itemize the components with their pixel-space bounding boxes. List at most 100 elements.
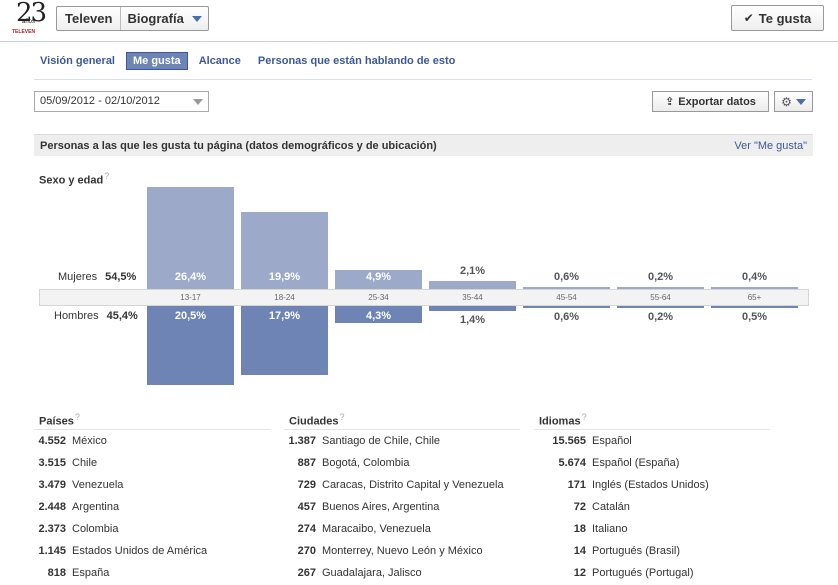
list-item[interactable]: 12 Portugués (Portugal) bbox=[534, 562, 770, 584]
view-likes-link[interactable]: Ver "Me gusta" bbox=[734, 139, 807, 152]
insights-tabs: Visión general Me gusta Alcance Personas… bbox=[34, 52, 466, 70]
list-item[interactable]: 171 Inglés (Estados Unidos) bbox=[534, 474, 770, 496]
section-title: Personas a las que les gusta tu página (… bbox=[40, 139, 437, 152]
tab-personas-hablando[interactable]: Personas que están hablando de esto bbox=[257, 55, 456, 67]
male-legend: Hombres 45,4% bbox=[54, 310, 138, 322]
settings-menu-button[interactable]: ⚙ bbox=[774, 91, 813, 112]
logo-number: 23 bbox=[16, 0, 47, 28]
list-item[interactable]: 14 Portugués (Brasil) bbox=[534, 540, 770, 562]
section-menu[interactable]: Biografía bbox=[121, 7, 207, 30]
list-item-name: Español bbox=[592, 435, 632, 447]
section-menu-label: Biografía bbox=[127, 11, 184, 26]
list-item[interactable]: 15.565 Español bbox=[534, 430, 770, 452]
page-logo[interactable]: 23 años TELEVEN bbox=[12, 0, 48, 37]
age-tick-label: 13-17 bbox=[180, 293, 201, 302]
age-axis-band bbox=[39, 289, 809, 306]
female-legend: Mujeres 54,5% bbox=[58, 271, 136, 283]
list-item-count: 818 bbox=[47, 567, 66, 579]
list-item[interactable]: 274 Maracaibo, Venezuela bbox=[284, 518, 520, 540]
male-total: 45,4% bbox=[106, 310, 138, 322]
page-selector[interactable]: Televen Biografía bbox=[56, 6, 209, 31]
list-item[interactable]: 457 Buenos Aires, Argentina bbox=[284, 496, 520, 518]
female-total: 54,5% bbox=[105, 271, 137, 283]
tabs-divider bbox=[34, 79, 812, 80]
male-label: Hombres bbox=[54, 310, 99, 322]
logo-sub: años bbox=[22, 19, 36, 25]
help-icon[interactable]: ? bbox=[104, 171, 110, 181]
male-bar bbox=[241, 306, 328, 375]
list-item-count: 18 bbox=[573, 523, 586, 535]
list-item-name: Caracas, Distrito Capital y Venezuela bbox=[322, 479, 504, 491]
list-item-name: Maracaibo, Venezuela bbox=[322, 523, 431, 535]
help-icon[interactable]: ? bbox=[339, 412, 345, 422]
list-item[interactable]: 72 Catalán bbox=[534, 496, 770, 518]
list-item[interactable]: 818 España bbox=[34, 562, 270, 584]
female-bar bbox=[241, 212, 328, 289]
languages-title: Idiomas bbox=[539, 415, 581, 428]
cities-title: Ciudades bbox=[289, 415, 339, 428]
list-item-name: Argentina bbox=[72, 501, 120, 513]
check-icon: ✔ bbox=[743, 11, 754, 25]
male-value-label: 0,2% bbox=[647, 311, 674, 323]
age-tick-label: 35-44 bbox=[462, 293, 483, 302]
chevron-down-icon bbox=[191, 15, 202, 22]
list-item[interactable]: 4.552 México bbox=[34, 430, 270, 452]
list-item[interactable]: 5.674 Español (España) bbox=[534, 452, 770, 474]
list-item-count: 267 bbox=[297, 567, 316, 579]
tab-vision-general[interactable]: Visión general bbox=[40, 55, 115, 67]
male-bar bbox=[617, 306, 704, 308]
list-item[interactable]: 2.448 Argentina bbox=[34, 496, 270, 518]
tab-alcance[interactable]: Alcance bbox=[198, 55, 241, 67]
list-item[interactable]: 1.145 Estados Unidos de América bbox=[34, 540, 270, 562]
list-item-count: 1.145 bbox=[38, 545, 66, 557]
tab-me-gusta[interactable]: Me gusta bbox=[126, 52, 188, 70]
list-item-name: Español (España) bbox=[592, 457, 680, 469]
male-value-label: 0,5% bbox=[741, 311, 768, 323]
list-item[interactable]: 3.479 Venezuela bbox=[34, 474, 270, 496]
date-range-value: 05/09/2012 - 02/10/2012 bbox=[40, 95, 160, 107]
list-item-count: 270 bbox=[297, 545, 316, 557]
list-item-name: Buenos Aires, Argentina bbox=[322, 501, 440, 513]
languages-list: Idiomas? 15.565 Español 5.674 Español (Espa… bbox=[534, 410, 770, 584]
chevron-down-icon bbox=[795, 98, 806, 105]
list-item-count: 1.387 bbox=[288, 435, 316, 447]
list-item-count: 171 bbox=[567, 479, 586, 491]
help-icon[interactable]: ? bbox=[74, 412, 80, 422]
export-icon: ⇪ bbox=[665, 96, 675, 108]
list-item-count: 457 bbox=[297, 501, 316, 513]
list-item[interactable]: 18 Italiano bbox=[534, 518, 770, 540]
male-bar bbox=[147, 306, 234, 385]
female-value-label: 0,6% bbox=[553, 271, 580, 283]
list-item[interactable]: 267 Guadalajara, Jalisco bbox=[284, 562, 520, 584]
chevron-down-icon bbox=[193, 99, 203, 105]
list-item[interactable]: 2.373 Colombia bbox=[34, 518, 270, 540]
like-button[interactable]: ✔ Te gusta bbox=[731, 5, 824, 31]
top-bar: 23 años TELEVEN Televen Biografía ✔ Te g… bbox=[0, 0, 838, 42]
female-bar bbox=[147, 187, 234, 289]
female-label: Mujeres bbox=[58, 271, 98, 283]
list-item-name: México bbox=[72, 435, 107, 447]
female-value-label: 0,2% bbox=[647, 271, 674, 283]
list-item-name: Portugués (Brasil) bbox=[592, 545, 681, 557]
list-item[interactable]: 3.515 Chile bbox=[34, 452, 270, 474]
gear-icon: ⚙ bbox=[781, 94, 792, 109]
export-data-label: Exportar datos bbox=[678, 95, 756, 108]
help-icon[interactable]: ? bbox=[581, 412, 587, 422]
countries-heading: Países? bbox=[34, 410, 270, 430]
male-value-label: 4,3% bbox=[365, 310, 392, 322]
list-item-name: Catalán bbox=[592, 501, 630, 513]
female-bar bbox=[617, 287, 704, 289]
list-item[interactable]: 270 Monterrey, Nuevo León y México bbox=[284, 540, 520, 562]
export-data-button[interactable]: ⇪ Exportar datos bbox=[652, 91, 769, 112]
female-value-label: 4,9% bbox=[365, 271, 392, 283]
age-tick-label: 55-64 bbox=[650, 293, 671, 302]
list-item[interactable]: 887 Bogotá, Colombia bbox=[284, 452, 520, 474]
logo-brand: TELEVEN bbox=[12, 29, 36, 35]
list-item[interactable]: 1.387 Santiago de Chile, Chile bbox=[284, 430, 520, 452]
page-name[interactable]: Televen bbox=[57, 7, 122, 30]
list-item-count: 12 bbox=[573, 567, 586, 579]
female-bar bbox=[429, 281, 516, 289]
date-range-select[interactable]: 05/09/2012 - 02/10/2012 bbox=[34, 91, 209, 112]
list-item[interactable]: 729 Caracas, Distrito Capital y Venezuela bbox=[284, 474, 520, 496]
cities-heading: Ciudades? bbox=[284, 410, 520, 430]
